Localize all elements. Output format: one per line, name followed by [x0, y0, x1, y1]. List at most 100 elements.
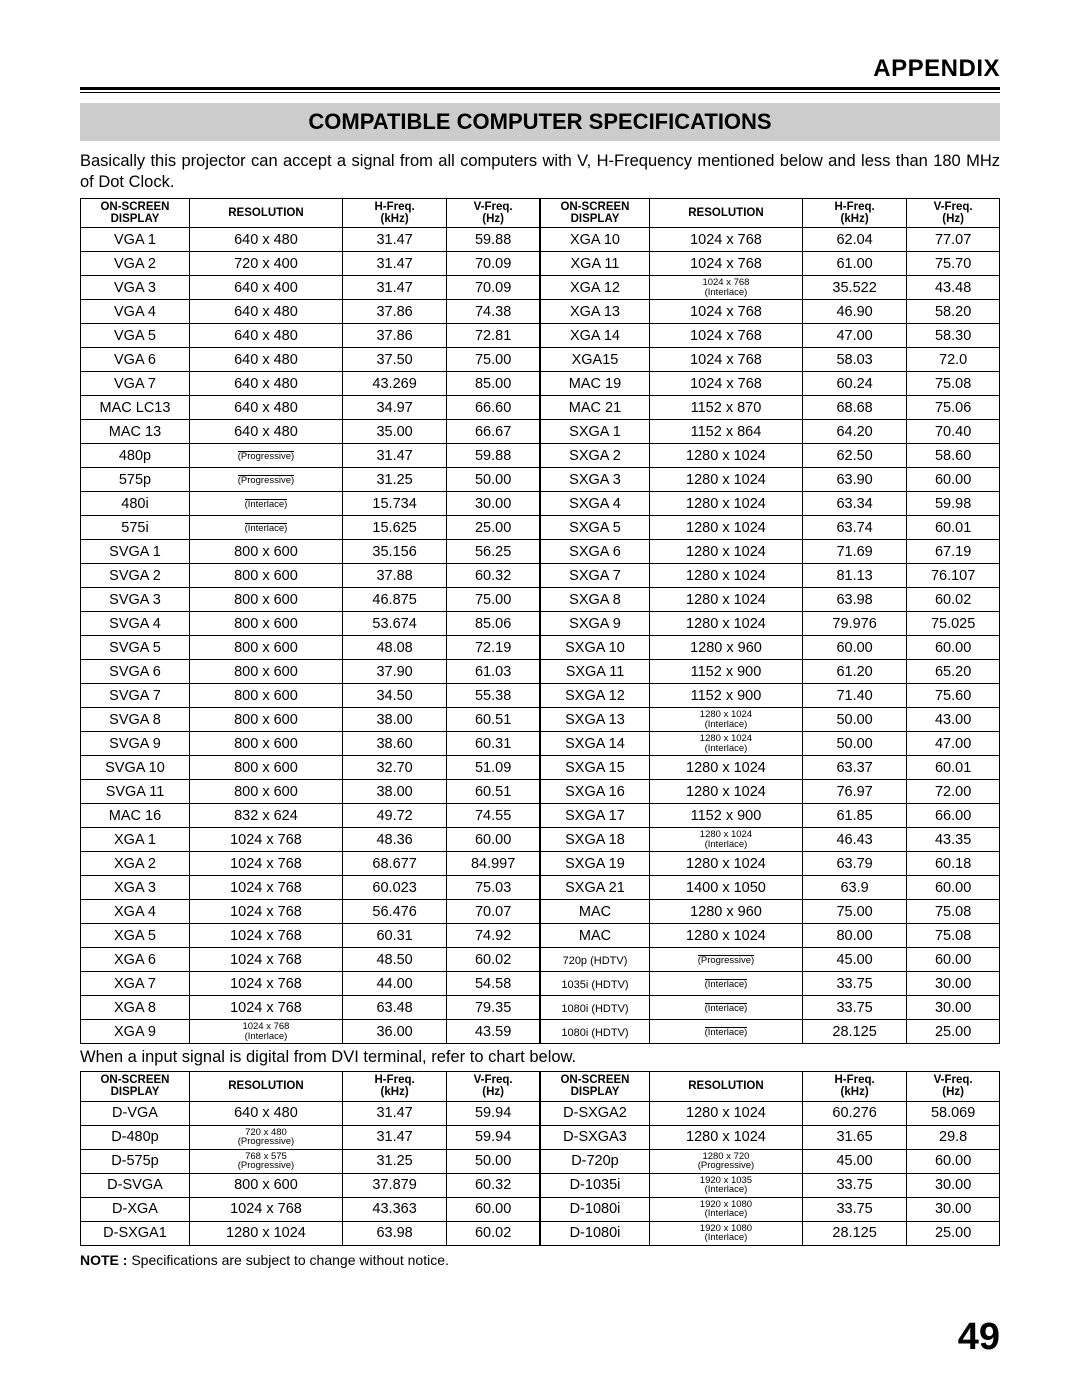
cell-display: SXGA 4 — [541, 492, 650, 516]
cell-resolution: 1024 x 768 — [189, 924, 342, 948]
cell-resolution: 1280 x 1024 — [649, 516, 802, 540]
cell-hfreq: 37.86 — [342, 324, 446, 348]
col-display: ON-SCREENDISPLAY — [541, 199, 650, 228]
cell-display: D-XGA — [81, 1197, 190, 1221]
cell-vfreq: 43.48 — [907, 276, 1000, 300]
cell-vfreq: 25.00 — [907, 1020, 1000, 1044]
table-row: MAC 211152 x 87068.6875.06 — [541, 396, 1000, 420]
cell-hfreq: 37.90 — [342, 660, 446, 684]
table-row: D-720p1280 x 720(Progressive)45.0060.00 — [541, 1149, 1000, 1173]
cell-display: XGA15 — [541, 348, 650, 372]
table-row: XGA 31024 x 76860.02375.03 — [81, 876, 540, 900]
cell-resolution: 1024 x 768 — [189, 876, 342, 900]
cell-vfreq: 25.00 — [447, 516, 540, 540]
table-row: 1080i (HDTV)(Interlace)28.12525.00 — [541, 1020, 1000, 1044]
table-row: SXGA 91280 x 102479.97675.025 — [541, 612, 1000, 636]
cell-display: XGA 14 — [541, 324, 650, 348]
footnote: NOTE : Specifications are subject to cha… — [80, 1252, 1000, 1268]
page-number: 49 — [958, 1316, 1000, 1359]
cell-display: 1080i (HDTV) — [541, 1020, 650, 1044]
cell-hfreq: 60.00 — [802, 636, 906, 660]
col-resolution: RESOLUTION — [649, 1072, 802, 1101]
cell-display: D-1080i — [541, 1221, 650, 1245]
cell-vfreq: 65.20 — [907, 660, 1000, 684]
table-row: 720p (HDTV)(Progressive)45.0060.00 — [541, 948, 1000, 972]
cell-hfreq: 63.79 — [802, 852, 906, 876]
cell-resolution: 1024 x 768 — [649, 372, 802, 396]
cell-vfreq: 70.40 — [907, 420, 1000, 444]
table-row: XGA 21024 x 76868.67784.997 — [81, 852, 540, 876]
cell-hfreq: 44.00 — [342, 972, 446, 996]
cell-resolution: 1152 x 900 — [649, 684, 802, 708]
cell-hfreq: 38.60 — [342, 732, 446, 756]
cell-display: SXGA 7 — [541, 564, 650, 588]
cell-vfreq: 70.09 — [447, 252, 540, 276]
cell-vfreq: 85.06 — [447, 612, 540, 636]
cell-display: D-1080i — [541, 1197, 650, 1221]
cell-display: XGA 10 — [541, 228, 650, 252]
table-row: SXGA 31280 x 102463.9060.00 — [541, 468, 1000, 492]
cell-resolution: 1024 x 768 — [649, 348, 802, 372]
table-row: D-1080i1920 x 1080(Interlace)28.12525.00 — [541, 1221, 1000, 1245]
cell-resolution: 800 x 600 — [189, 660, 342, 684]
cell-vfreq: 51.09 — [447, 756, 540, 780]
cell-resolution: 640 x 480 — [189, 300, 342, 324]
cell-vfreq: 77.07 — [907, 228, 1000, 252]
cell-resolution: 1024 x 768 — [189, 852, 342, 876]
col-hfreq: H-Freq.(kHz) — [342, 1072, 446, 1101]
cell-display: SXGA 13 — [541, 708, 650, 732]
table-row: SXGA 71280 x 102481.1376.107 — [541, 564, 1000, 588]
cell-display: SXGA 18 — [541, 828, 650, 852]
col-hfreq: H-Freq.(kHz) — [342, 199, 446, 228]
table-row: SXGA 171152 x 90061.8566.00 — [541, 804, 1000, 828]
cell-vfreq: 74.55 — [447, 804, 540, 828]
cell-vfreq: 70.09 — [447, 276, 540, 300]
cell-display: SXGA 15 — [541, 756, 650, 780]
cell-resolution: 800 x 600 — [189, 540, 342, 564]
table-row: SXGA 21280 x 102462.5058.60 — [541, 444, 1000, 468]
cell-resolution: 1280 x 1024(Interlace) — [649, 732, 802, 756]
cell-resolution: 1024 x 768 — [189, 996, 342, 1020]
cell-resolution: 720 x 480(Progressive) — [189, 1125, 342, 1149]
cell-display: VGA 5 — [81, 324, 190, 348]
cell-display: D-SXGA2 — [541, 1101, 650, 1125]
cell-display: D-1035i — [541, 1173, 650, 1197]
cell-hfreq: 50.00 — [802, 708, 906, 732]
cell-hfreq: 48.36 — [342, 828, 446, 852]
cell-display: SXGA 3 — [541, 468, 650, 492]
table-row: XGA 81024 x 76863.4879.35 — [81, 996, 540, 1020]
cell-vfreq: 60.51 — [447, 780, 540, 804]
cell-resolution: 1920 x 1080(Interlace) — [649, 1197, 802, 1221]
cell-hfreq: 71.69 — [802, 540, 906, 564]
spec-table-left: ON-SCREENDISPLAYRESOLUTIONH-Freq.(kHz)V-… — [80, 198, 540, 1044]
cell-display: XGA 12 — [541, 276, 650, 300]
cell-hfreq: 49.72 — [342, 804, 446, 828]
cell-vfreq: 60.32 — [447, 1173, 540, 1197]
cell-resolution: 1280 x 960 — [649, 900, 802, 924]
cell-resolution: 1280 x 1024(Interlace) — [649, 708, 802, 732]
cell-vfreq: 75.00 — [447, 348, 540, 372]
cell-hfreq: 31.47 — [342, 252, 446, 276]
cell-hfreq: 37.879 — [342, 1173, 446, 1197]
cell-vfreq: 60.00 — [447, 1197, 540, 1221]
cell-hfreq: 62.50 — [802, 444, 906, 468]
cell-hfreq: 48.08 — [342, 636, 446, 660]
cell-vfreq: 60.00 — [907, 1149, 1000, 1173]
appendix-label: APPENDIX — [80, 55, 1000, 83]
cell-display: SVGA 5 — [81, 636, 190, 660]
cell-display: MAC 21 — [541, 396, 650, 420]
cell-display: SXGA 21 — [541, 876, 650, 900]
cell-display: XGA 5 — [81, 924, 190, 948]
cell-display: MAC — [541, 900, 650, 924]
table-row: SVGA 6800 x 60037.9061.03 — [81, 660, 540, 684]
cell-hfreq: 58.03 — [802, 348, 906, 372]
cell-resolution: 640 x 480 — [189, 1101, 342, 1125]
cell-hfreq: 63.48 — [342, 996, 446, 1020]
table-row: SXGA 131280 x 1024(Interlace)50.0043.00 — [541, 708, 1000, 732]
col-vfreq: V-Freq.(Hz) — [447, 199, 540, 228]
cell-display: SVGA 11 — [81, 780, 190, 804]
table-row: D-575p768 x 575(Progressive)31.2550.00 — [81, 1149, 540, 1173]
cell-display: 575i — [81, 516, 190, 540]
cell-vfreq: 60.02 — [907, 588, 1000, 612]
table-row: SXGA 11152 x 86464.2070.40 — [541, 420, 1000, 444]
